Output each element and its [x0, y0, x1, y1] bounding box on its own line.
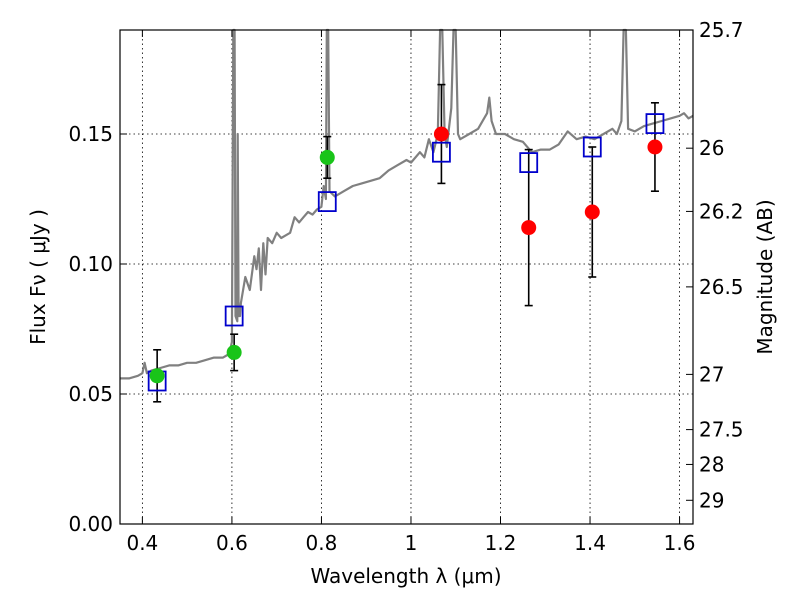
y2-tick-label: 27.5	[699, 418, 744, 442]
y2-tick-label: 26.2	[699, 199, 744, 223]
x-tick-label: 0.6	[216, 531, 248, 555]
model-squares	[147, 113, 665, 392]
x-tick-label: 1.6	[664, 531, 696, 555]
observed-point	[226, 344, 242, 360]
y2-tick-label: 28	[699, 452, 724, 476]
y2-ticks: 25.7 26 26.2 26.5 27 27.5 28 29	[686, 18, 744, 512]
x-tick-label: 0.8	[306, 531, 338, 555]
model-square-point	[224, 305, 244, 327]
y-tick-label: 0.05	[68, 382, 113, 406]
plot-frame	[119, 29, 694, 525]
model-square-point	[317, 191, 337, 213]
y2-tick-label: 26	[699, 136, 724, 160]
x-ticks: 0.4 0.6 0.8 1 1.2 1.4 1.6	[126, 30, 695, 555]
spectrum-series	[120, 28, 694, 380]
observed-point	[319, 149, 335, 165]
observed-point	[521, 220, 537, 236]
y-tick-label: 0.00	[68, 512, 113, 536]
model-square-point	[432, 141, 451, 163]
x-tick-label: 0.4	[126, 531, 158, 555]
y-tick-label: 0.15	[68, 122, 113, 146]
y2-tick-label: 27	[699, 362, 724, 386]
spectrum-line	[120, 28, 694, 380]
x-tick-label: 1	[405, 531, 418, 555]
observed-point	[584, 204, 600, 220]
grid-lines	[120, 30, 693, 524]
observed-circles	[149, 126, 663, 384]
y2-tick-label: 25.7	[699, 18, 744, 42]
observed-point	[149, 368, 165, 384]
y-axis-label: Flux Fν ( μJy )	[26, 209, 50, 345]
model-square-point	[645, 113, 665, 134]
y-tick-label: 0.10	[68, 252, 113, 276]
y2-axis-label: Magnitude (AB)	[753, 199, 777, 354]
x-tick-label: 1.4	[574, 531, 606, 555]
observed-point	[433, 126, 449, 142]
x-axis-label: Wavelength λ (μm)	[310, 564, 501, 588]
x-tick-label: 1.2	[485, 531, 517, 555]
model-square-point	[519, 152, 539, 174]
y2-tick-label: 26.5	[699, 275, 744, 299]
observed-point	[647, 139, 663, 155]
model-square-point	[582, 136, 602, 158]
y2-tick-label: 29	[699, 488, 724, 512]
y-ticks: 0.00 0.05 0.10 0.15	[68, 122, 127, 536]
